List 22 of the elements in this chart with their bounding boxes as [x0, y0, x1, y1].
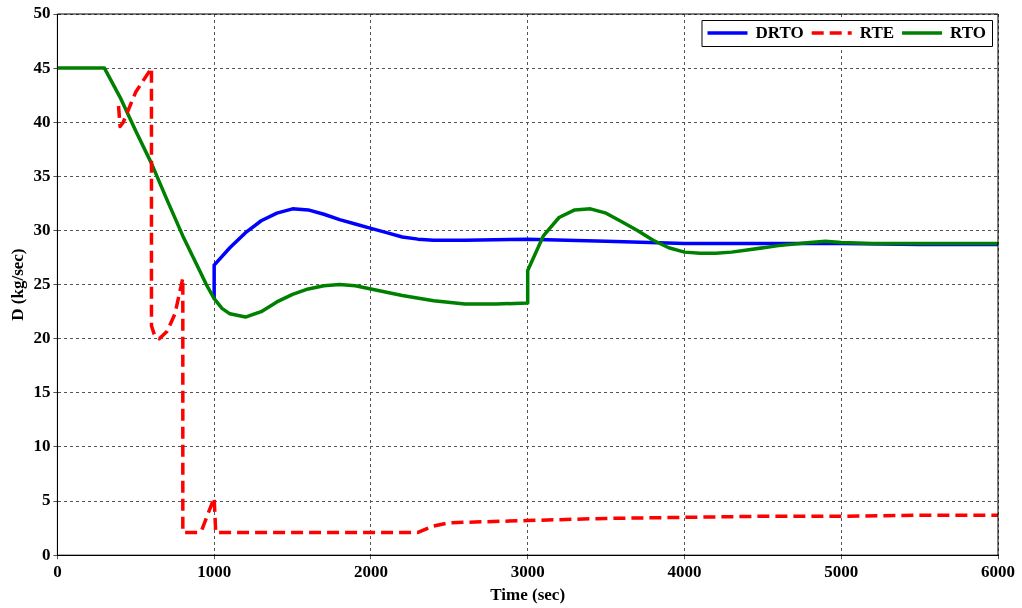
- y-tick-label: 10: [33, 436, 51, 456]
- y-tick-label: 0: [41, 544, 51, 564]
- legend-label: RTO: [950, 23, 986, 43]
- y-tick-label: 40: [33, 111, 51, 131]
- y-tick-label: 45: [33, 57, 51, 77]
- x-axis-title: Time (sec): [490, 585, 566, 605]
- x-tick-label: 3000: [510, 561, 545, 581]
- y-tick-label: 20: [33, 328, 51, 348]
- x-tick-label: 6000: [981, 561, 1015, 581]
- legend-label: DRTO: [755, 23, 804, 43]
- x-tick-label: 4000: [667, 561, 702, 581]
- y-tick-label: 50: [33, 3, 51, 23]
- y-tick-label: 5: [41, 490, 51, 510]
- y-axis-title: D (kg/sec): [7, 248, 27, 321]
- x-tick-label: 1000: [197, 561, 232, 581]
- legend-label: RTE: [859, 23, 895, 43]
- y-tick-label: 25: [33, 273, 51, 293]
- y-tick-label: 35: [33, 165, 51, 185]
- y-tick-label: 30: [33, 219, 51, 239]
- y-tick-label: 15: [33, 382, 51, 402]
- x-tick-label: 2000: [353, 561, 388, 581]
- x-tick-label: 5000: [824, 561, 859, 581]
